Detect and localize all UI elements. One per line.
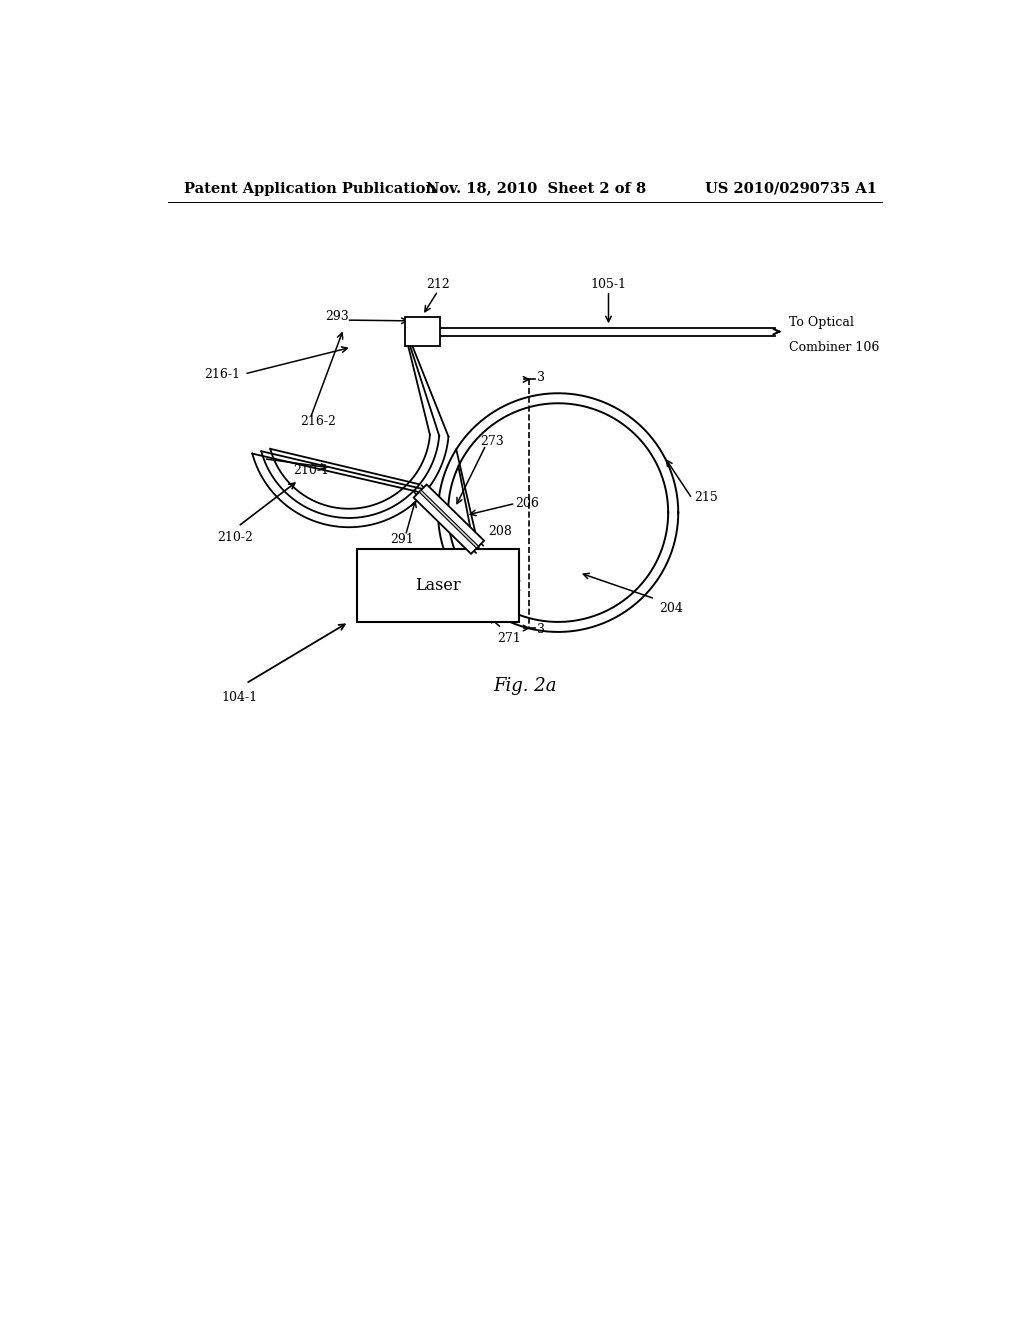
Text: Fig. 2a: Fig. 2a [493, 677, 557, 694]
Text: 3: 3 [538, 371, 545, 384]
Text: 210-2: 210-2 [217, 531, 253, 544]
Text: 216-2: 216-2 [300, 416, 336, 428]
Text: 210-1: 210-1 [294, 463, 330, 477]
Polygon shape [419, 490, 478, 548]
Text: To Optical: To Optical [790, 315, 854, 329]
Text: 271: 271 [498, 632, 521, 645]
Text: 104-1: 104-1 [221, 690, 257, 704]
Text: Nov. 18, 2010  Sheet 2 of 8: Nov. 18, 2010 Sheet 2 of 8 [426, 182, 646, 195]
Text: 293: 293 [326, 310, 349, 323]
Bar [406, 317, 439, 346]
Text: 216-1: 216-1 [205, 367, 241, 380]
Polygon shape [414, 484, 484, 554]
Text: Patent Application Publication: Patent Application Publication [183, 182, 436, 195]
Text: 202: 202 [460, 598, 483, 611]
Text: 105-1: 105-1 [591, 277, 627, 290]
Text: 291: 291 [390, 533, 414, 546]
Text: 208: 208 [488, 525, 512, 539]
Text: 273: 273 [480, 436, 505, 449]
Text: US 2010/0290735 A1: US 2010/0290735 A1 [706, 182, 878, 195]
Text: Laser: Laser [415, 577, 461, 594]
Text: 3: 3 [538, 623, 545, 636]
Text: Combiner 106: Combiner 106 [790, 341, 880, 354]
Text: 204: 204 [658, 602, 683, 615]
Text: 215: 215 [693, 491, 718, 504]
Text: 212: 212 [426, 277, 450, 290]
Text: 206: 206 [515, 496, 540, 510]
Bar [356, 549, 519, 622]
